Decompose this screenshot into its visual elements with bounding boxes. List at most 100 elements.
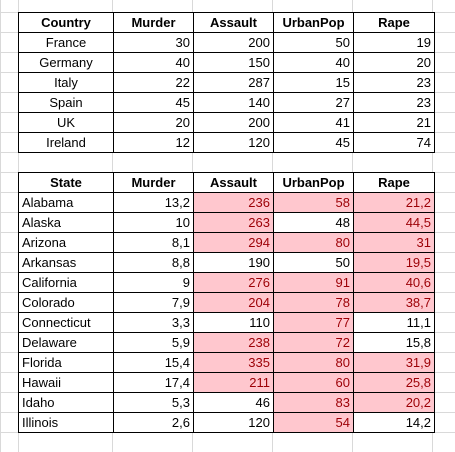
label-cell[interactable]: Alabama (18, 192, 114, 213)
header-cell[interactable]: Country (18, 12, 114, 33)
label-cell[interactable]: Connecticut (18, 312, 114, 333)
value-cell[interactable]: 21,2 (353, 192, 435, 213)
header-cell[interactable]: Murder (113, 12, 194, 33)
value-cell[interactable]: 14,2 (353, 412, 435, 433)
value-cell[interactable]: 110 (193, 312, 274, 333)
value-cell[interactable]: 38,7 (353, 292, 435, 313)
value-cell[interactable]: 77 (273, 312, 354, 333)
value-cell[interactable]: 294 (193, 232, 274, 253)
value-cell[interactable]: 200 (193, 112, 274, 133)
value-cell[interactable]: 40 (113, 52, 194, 73)
label-cell[interactable]: Italy (18, 72, 114, 93)
value-cell[interactable]: 23 (353, 92, 435, 113)
header-cell[interactable]: Assault (193, 12, 274, 33)
label-cell[interactable]: Idaho (18, 392, 114, 413)
value-cell[interactable]: 31,9 (353, 352, 435, 373)
header-cell[interactable]: Rape (353, 12, 435, 33)
value-cell[interactable]: 9 (113, 272, 194, 293)
value-cell[interactable]: 190 (193, 252, 274, 273)
value-cell[interactable]: 200 (193, 32, 274, 53)
value-cell[interactable]: 11,1 (353, 312, 435, 333)
value-cell[interactable]: 45 (273, 132, 354, 153)
value-cell[interactable]: 44,5 (353, 212, 435, 233)
value-cell[interactable]: 83 (273, 392, 354, 413)
value-cell[interactable]: 211 (193, 372, 274, 393)
label-cell[interactable]: Hawaii (18, 372, 114, 393)
value-cell[interactable]: 236 (193, 192, 274, 213)
value-cell[interactable]: 150 (193, 52, 274, 73)
value-cell[interactable]: 276 (193, 272, 274, 293)
value-cell[interactable]: 80 (273, 352, 354, 373)
label-cell[interactable]: California (18, 272, 114, 293)
value-cell[interactable]: 25,8 (353, 372, 435, 393)
label-cell[interactable]: Illinois (18, 412, 114, 433)
value-cell[interactable]: 50 (273, 32, 354, 53)
value-cell[interactable]: 287 (193, 72, 274, 93)
value-cell[interactable]: 45 (113, 92, 194, 113)
value-cell[interactable]: 120 (193, 132, 274, 153)
value-cell[interactable]: 263 (193, 212, 274, 233)
value-cell[interactable]: 40,6 (353, 272, 435, 293)
header-cell[interactable]: Murder (113, 172, 194, 193)
value-cell[interactable]: 48 (273, 212, 354, 233)
value-cell[interactable]: 50 (273, 252, 354, 273)
header-cell[interactable]: UrbanPop (273, 12, 354, 33)
header-cell[interactable]: UrbanPop (273, 172, 354, 193)
value-cell[interactable]: 46 (193, 392, 274, 413)
value-cell[interactable]: 23 (353, 72, 435, 93)
value-cell[interactable]: 74 (353, 132, 435, 153)
label-cell[interactable]: Arizona (18, 232, 114, 253)
value-cell[interactable]: 78 (273, 292, 354, 313)
value-cell[interactable]: 20,2 (353, 392, 435, 413)
value-cell[interactable]: 91 (273, 272, 354, 293)
value-cell[interactable]: 15,4 (113, 352, 194, 373)
value-cell[interactable]: 10 (113, 212, 194, 233)
value-cell[interactable]: 2,6 (113, 412, 194, 433)
label-cell[interactable]: Spain (18, 92, 114, 113)
label-cell[interactable]: France (18, 32, 114, 53)
header-cell[interactable]: Assault (193, 172, 274, 193)
value-cell[interactable]: 120 (193, 412, 274, 433)
label-cell[interactable]: Arkansas (18, 252, 114, 273)
label-cell[interactable]: UK (18, 112, 114, 133)
value-cell[interactable]: 5,3 (113, 392, 194, 413)
value-cell[interactable]: 19 (353, 32, 435, 53)
value-cell[interactable]: 140 (193, 92, 274, 113)
value-cell[interactable]: 8,8 (113, 252, 194, 273)
value-cell[interactable]: 72 (273, 332, 354, 353)
value-cell[interactable]: 8,1 (113, 232, 194, 253)
value-cell[interactable]: 54 (273, 412, 354, 433)
value-cell[interactable]: 22 (113, 72, 194, 93)
header-cell[interactable]: State (18, 172, 114, 193)
value-cell[interactable]: 238 (193, 332, 274, 353)
value-cell[interactable]: 15,8 (353, 332, 435, 353)
value-cell[interactable]: 7,9 (113, 292, 194, 313)
value-cell[interactable]: 19,5 (353, 252, 435, 273)
value-cell[interactable]: 40 (273, 52, 354, 73)
value-cell[interactable]: 21 (353, 112, 435, 133)
label-cell[interactable]: Germany (18, 52, 114, 73)
value-cell[interactable]: 41 (273, 112, 354, 133)
label-cell[interactable]: Alaska (18, 212, 114, 233)
label-cell[interactable]: Ireland (18, 132, 114, 153)
value-cell[interactable]: 12 (113, 132, 194, 153)
value-cell[interactable]: 58 (273, 192, 354, 213)
value-cell[interactable]: 13,2 (113, 192, 194, 213)
value-cell[interactable]: 204 (193, 292, 274, 313)
value-cell[interactable]: 20 (353, 52, 435, 73)
value-cell[interactable]: 20 (113, 112, 194, 133)
value-cell[interactable]: 17,4 (113, 372, 194, 393)
value-cell[interactable]: 31 (353, 232, 435, 253)
label-cell[interactable]: Florida (18, 352, 114, 373)
header-cell[interactable]: Rape (353, 172, 435, 193)
value-cell[interactable]: 30 (113, 32, 194, 53)
value-cell[interactable]: 27 (273, 92, 354, 113)
value-cell[interactable]: 3,3 (113, 312, 194, 333)
value-cell[interactable]: 60 (273, 372, 354, 393)
label-cell[interactable]: Delaware (18, 332, 114, 353)
value-cell[interactable]: 335 (193, 352, 274, 373)
value-cell[interactable]: 15 (273, 72, 354, 93)
value-cell[interactable]: 80 (273, 232, 354, 253)
label-cell[interactable]: Colorado (18, 292, 114, 313)
value-cell[interactable]: 5,9 (113, 332, 194, 353)
